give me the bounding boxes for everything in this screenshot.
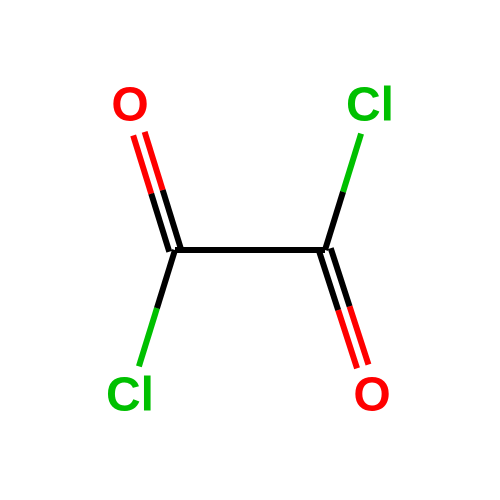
atom-label-o: O [111,79,148,132]
atom-label-o: O [353,369,390,422]
atom-label-cl: Cl [346,79,394,132]
bond-segment [343,134,361,192]
molecule-diagram: O O Cl Cl [0,0,500,500]
atom-label-cl: Cl [106,369,154,422]
bond-segment [325,192,343,250]
bond-segment [157,250,175,308]
bonds-layer [133,132,368,368]
bond-segment [139,308,157,366]
